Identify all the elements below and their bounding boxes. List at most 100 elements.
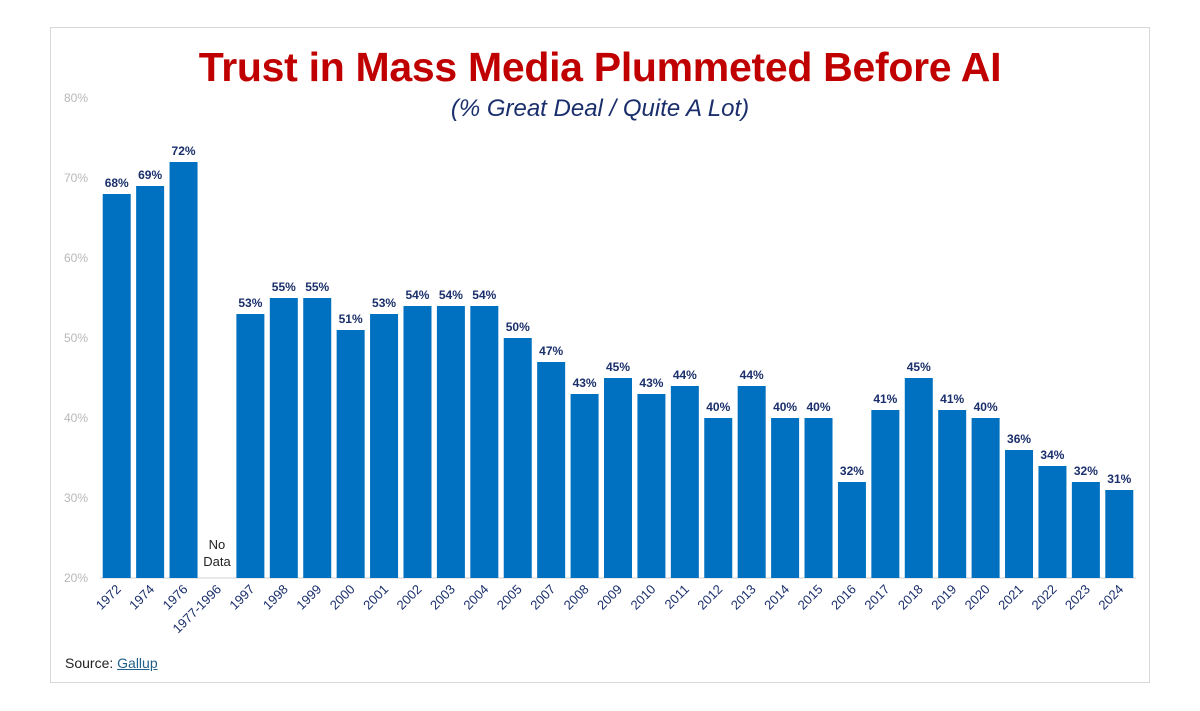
- bar: [370, 314, 399, 578]
- x-tick-label: 2008: [561, 582, 592, 613]
- bar: [136, 186, 165, 578]
- data-label: 51%: [339, 312, 363, 326]
- data-label: 47%: [539, 344, 563, 358]
- data-label: 40%: [773, 400, 797, 414]
- x-tick-label: 2019: [928, 582, 959, 613]
- bar: [938, 410, 967, 578]
- x-tick-label: 2012: [694, 582, 725, 613]
- data-label: 45%: [606, 360, 630, 374]
- x-tick-label: 2015: [795, 582, 826, 613]
- bar: [704, 418, 733, 578]
- x-tick-label: 2004: [460, 582, 491, 613]
- data-label: 36%: [1007, 432, 1031, 446]
- x-tick-label: 2022: [1029, 582, 1060, 613]
- data-label: 40%: [974, 400, 998, 414]
- x-tick-label: 2007: [527, 582, 558, 613]
- data-label: 40%: [706, 400, 730, 414]
- bar: [871, 410, 900, 578]
- data-label: 55%: [272, 280, 296, 294]
- data-label: 54%: [472, 288, 496, 302]
- bar: [904, 378, 933, 578]
- x-tick-label: 2021: [995, 582, 1026, 613]
- data-label: 41%: [873, 392, 897, 406]
- data-label: 54%: [439, 288, 463, 302]
- x-tick-label: 2010: [627, 582, 658, 613]
- bar: [804, 418, 833, 578]
- no-data-label: No: [209, 537, 226, 552]
- bar: [169, 162, 198, 578]
- y-tick-label: 50%: [64, 331, 88, 345]
- bar: [1038, 466, 1067, 578]
- bar: [537, 362, 566, 578]
- bar: [303, 298, 332, 578]
- bar: [837, 482, 866, 578]
- bar: [269, 298, 298, 578]
- bar: [737, 386, 766, 578]
- source-note: Source: Gallup: [65, 655, 158, 671]
- data-label: 53%: [238, 296, 262, 310]
- bar: [1105, 490, 1134, 578]
- bar: [403, 306, 432, 578]
- no-data-label: Data: [203, 554, 231, 569]
- x-tick-label: 2023: [1062, 582, 1093, 613]
- x-tick-label: 2013: [728, 582, 759, 613]
- data-label: 43%: [573, 376, 597, 390]
- bar: [971, 418, 1000, 578]
- x-tick-label: 2020: [962, 582, 993, 613]
- data-label: 31%: [1107, 472, 1131, 486]
- x-tick-label: 2016: [828, 582, 859, 613]
- chart-title: Trust in Mass Media Plummeted Before AI: [198, 44, 1002, 90]
- bar: [570, 394, 599, 578]
- source-link[interactable]: Gallup: [117, 655, 158, 671]
- bar: [236, 314, 265, 578]
- y-tick-label: 20%: [64, 571, 88, 585]
- data-label: 34%: [1040, 448, 1064, 462]
- data-label: 43%: [639, 376, 663, 390]
- bar: [470, 306, 499, 578]
- data-label: 69%: [138, 168, 162, 182]
- bar: [1071, 482, 1100, 578]
- bar: [637, 394, 666, 578]
- x-tick-label: 1999: [293, 582, 324, 613]
- data-label: 53%: [372, 296, 396, 310]
- y-tick-label: 30%: [64, 491, 88, 505]
- data-label: 68%: [105, 176, 129, 190]
- data-label: 45%: [907, 360, 931, 374]
- chart-subtitle: (% Great Deal / Quite A Lot): [450, 95, 750, 122]
- bar: [503, 338, 532, 578]
- data-label: 41%: [940, 392, 964, 406]
- y-tick-label: 60%: [64, 251, 88, 265]
- bar: [670, 386, 699, 578]
- x-tick-label: 1974: [126, 582, 157, 613]
- x-tick-label: 2018: [895, 582, 926, 613]
- x-tick-label: 2024: [1095, 582, 1126, 613]
- x-tick-label: 2014: [761, 582, 792, 613]
- x-tick-label: 2009: [594, 582, 625, 613]
- bar: [604, 378, 632, 578]
- data-label: 54%: [405, 288, 429, 302]
- x-tick-label: 2003: [427, 582, 458, 613]
- bar: [336, 330, 365, 578]
- x-tick-label: 2011: [662, 582, 692, 612]
- x-tick-label: 2000: [327, 582, 358, 613]
- bar: [102, 194, 131, 578]
- x-tick-label: 1997: [226, 582, 257, 613]
- data-label: 44%: [740, 368, 764, 382]
- y-tick-label: 80%: [64, 91, 88, 105]
- x-tick-label: 2002: [394, 582, 425, 613]
- x-tick-label: 2001: [360, 582, 391, 613]
- source-label: Source:: [65, 655, 118, 671]
- y-tick-label: 40%: [64, 411, 88, 425]
- data-label: 32%: [1074, 464, 1098, 478]
- data-label: 55%: [305, 280, 329, 294]
- bar: [436, 306, 465, 578]
- data-label: 44%: [673, 368, 697, 382]
- x-tick-label: 2017: [861, 582, 892, 613]
- data-label: 32%: [840, 464, 864, 478]
- x-tick-label: 1972: [93, 582, 124, 613]
- y-tick-label: 70%: [64, 171, 88, 185]
- data-label: 40%: [807, 400, 831, 414]
- bar: [771, 418, 800, 578]
- bar: [1005, 450, 1034, 578]
